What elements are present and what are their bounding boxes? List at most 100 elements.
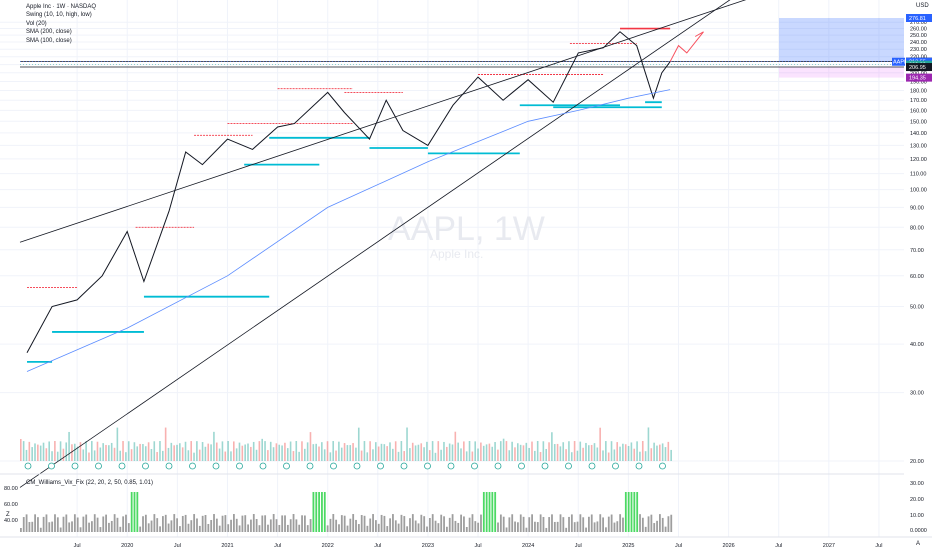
vix-fix-bar (605, 527, 607, 532)
earnings-marker[interactable] (565, 462, 572, 470)
vix-fix-bar (565, 527, 568, 532)
zoom-icon[interactable]: Z (6, 512, 10, 518)
earnings-marker[interactable] (71, 462, 79, 470)
earnings-marker[interactable] (471, 462, 478, 470)
volume-bar (304, 448, 306, 461)
volume-bar (596, 447, 599, 461)
volume-bar (335, 450, 337, 461)
earnings-marker[interactable] (494, 462, 502, 470)
earnings-marker[interactable] (142, 462, 149, 470)
volume-bar (332, 441, 334, 461)
earnings-marker[interactable] (400, 462, 408, 470)
earnings-marker[interactable] (189, 462, 196, 470)
volume-bar (417, 444, 420, 461)
earnings-marker[interactable] (259, 462, 267, 470)
earnings-marker[interactable] (635, 462, 643, 470)
volume-bar (71, 444, 73, 461)
earnings-marker[interactable] (306, 462, 314, 470)
earnings-marker[interactable] (541, 462, 549, 470)
vix-fix-bar (573, 522, 576, 532)
earnings-marker[interactable] (212, 462, 220, 470)
price-axis[interactable]: 270.00260.00250.00240.00230.00220.00210.… (892, 0, 932, 550)
legend-title[interactable]: Apple Inc · 1W · NASDAQ (26, 4, 97, 10)
vix-fix-bar (54, 514, 56, 532)
earnings-marker[interactable] (588, 462, 596, 470)
vix-fix-bar (93, 514, 96, 532)
earnings-marker[interactable] (353, 462, 361, 470)
vix-fix-bar (116, 517, 119, 532)
volume-bar (218, 448, 221, 461)
earnings-marker[interactable] (48, 462, 55, 470)
earnings-marker[interactable] (236, 462, 243, 470)
time-tick-label: 2021 (221, 543, 233, 549)
vix-fix-bar (531, 514, 533, 532)
earnings-marker[interactable] (95, 462, 102, 470)
volume-bar (616, 442, 618, 461)
volume-bar (664, 447, 667, 461)
grid (0, 0, 904, 537)
price-tick-label: 50.00 (910, 305, 924, 311)
volume-bar (536, 441, 539, 461)
time-axis[interactable]: Jul 2020 Jul 2021 Jul 2022 Jul 2023 Jul 2024 Jul 20… (0, 536, 932, 549)
earnings-marker[interactable] (165, 462, 173, 470)
earnings-marker[interactable] (518, 462, 525, 470)
vix-fix-bar (355, 519, 357, 532)
earnings-marker[interactable] (283, 462, 290, 470)
currency-label: USD (916, 3, 929, 9)
vix-fix-bar (71, 521, 73, 532)
volume-bar (607, 452, 610, 461)
vix-fix-bar (31, 521, 34, 532)
vix-fix-bar (406, 526, 409, 532)
volume-bar (556, 443, 559, 461)
indicator-label[interactable]: CM_Williams_Vix_Fix (22, 20, 2, 50, 0.85… (26, 480, 153, 486)
volume-bar (474, 441, 476, 461)
volume-bar (130, 449, 133, 461)
price-axis-bg (904, 0, 932, 550)
vix-fix-bar (497, 522, 499, 532)
vix-fix-bar (28, 522, 31, 532)
vix-fix-bar (383, 515, 386, 532)
vix-fix-bar (548, 517, 551, 532)
vix-fix-bar (218, 525, 221, 532)
earnings-marker[interactable] (659, 462, 666, 470)
vix-fix-bar (397, 523, 400, 532)
price-tick-label: 170.00 (910, 98, 927, 104)
legend-line[interactable]: SMA (100, close) (26, 37, 72, 44)
legend-line[interactable]: Swing (10, 10, high, low) (26, 12, 92, 19)
volume-bar (383, 444, 386, 461)
auto-scale-button[interactable]: A (916, 541, 921, 547)
indicator-tick-left: 80.00 (4, 486, 18, 492)
vix-fix-bar (403, 516, 406, 532)
earnings-marker[interactable] (330, 462, 337, 470)
time-tick-label: 2026 (722, 543, 734, 549)
volume-bar (636, 441, 638, 461)
earnings-marker[interactable] (24, 462, 32, 470)
vix-fix-bar (468, 517, 471, 532)
earnings-marker[interactable] (612, 462, 619, 470)
volume-bar (471, 451, 474, 461)
volume-bar (528, 447, 530, 461)
vix-fix-bar (326, 525, 329, 532)
earnings-marker[interactable] (424, 462, 431, 470)
volume-bar (68, 431, 70, 461)
volume-bar (99, 447, 102, 461)
earnings-marker[interactable] (447, 462, 455, 470)
vix-fix-bar (519, 514, 522, 532)
volume-bar (312, 444, 315, 461)
earnings-marker[interactable] (118, 462, 126, 470)
vix-fix-bar (170, 520, 173, 532)
legend-line[interactable]: SMA (200, close) (26, 29, 72, 36)
volume-bar (289, 441, 292, 461)
volume-bar (76, 446, 79, 461)
vix-fix-histogram (0, 473, 932, 532)
volume-bar (431, 441, 434, 461)
volume-bar (59, 441, 62, 461)
vix-fix-bar (142, 516, 144, 532)
volume-bar (502, 438, 505, 461)
time-tick-label: Jul (174, 543, 181, 549)
legend-line[interactable]: Vol (20) (26, 20, 47, 27)
earnings-marker[interactable] (377, 462, 384, 470)
vix-fix-bar (45, 514, 48, 532)
volume-bar (167, 447, 170, 461)
